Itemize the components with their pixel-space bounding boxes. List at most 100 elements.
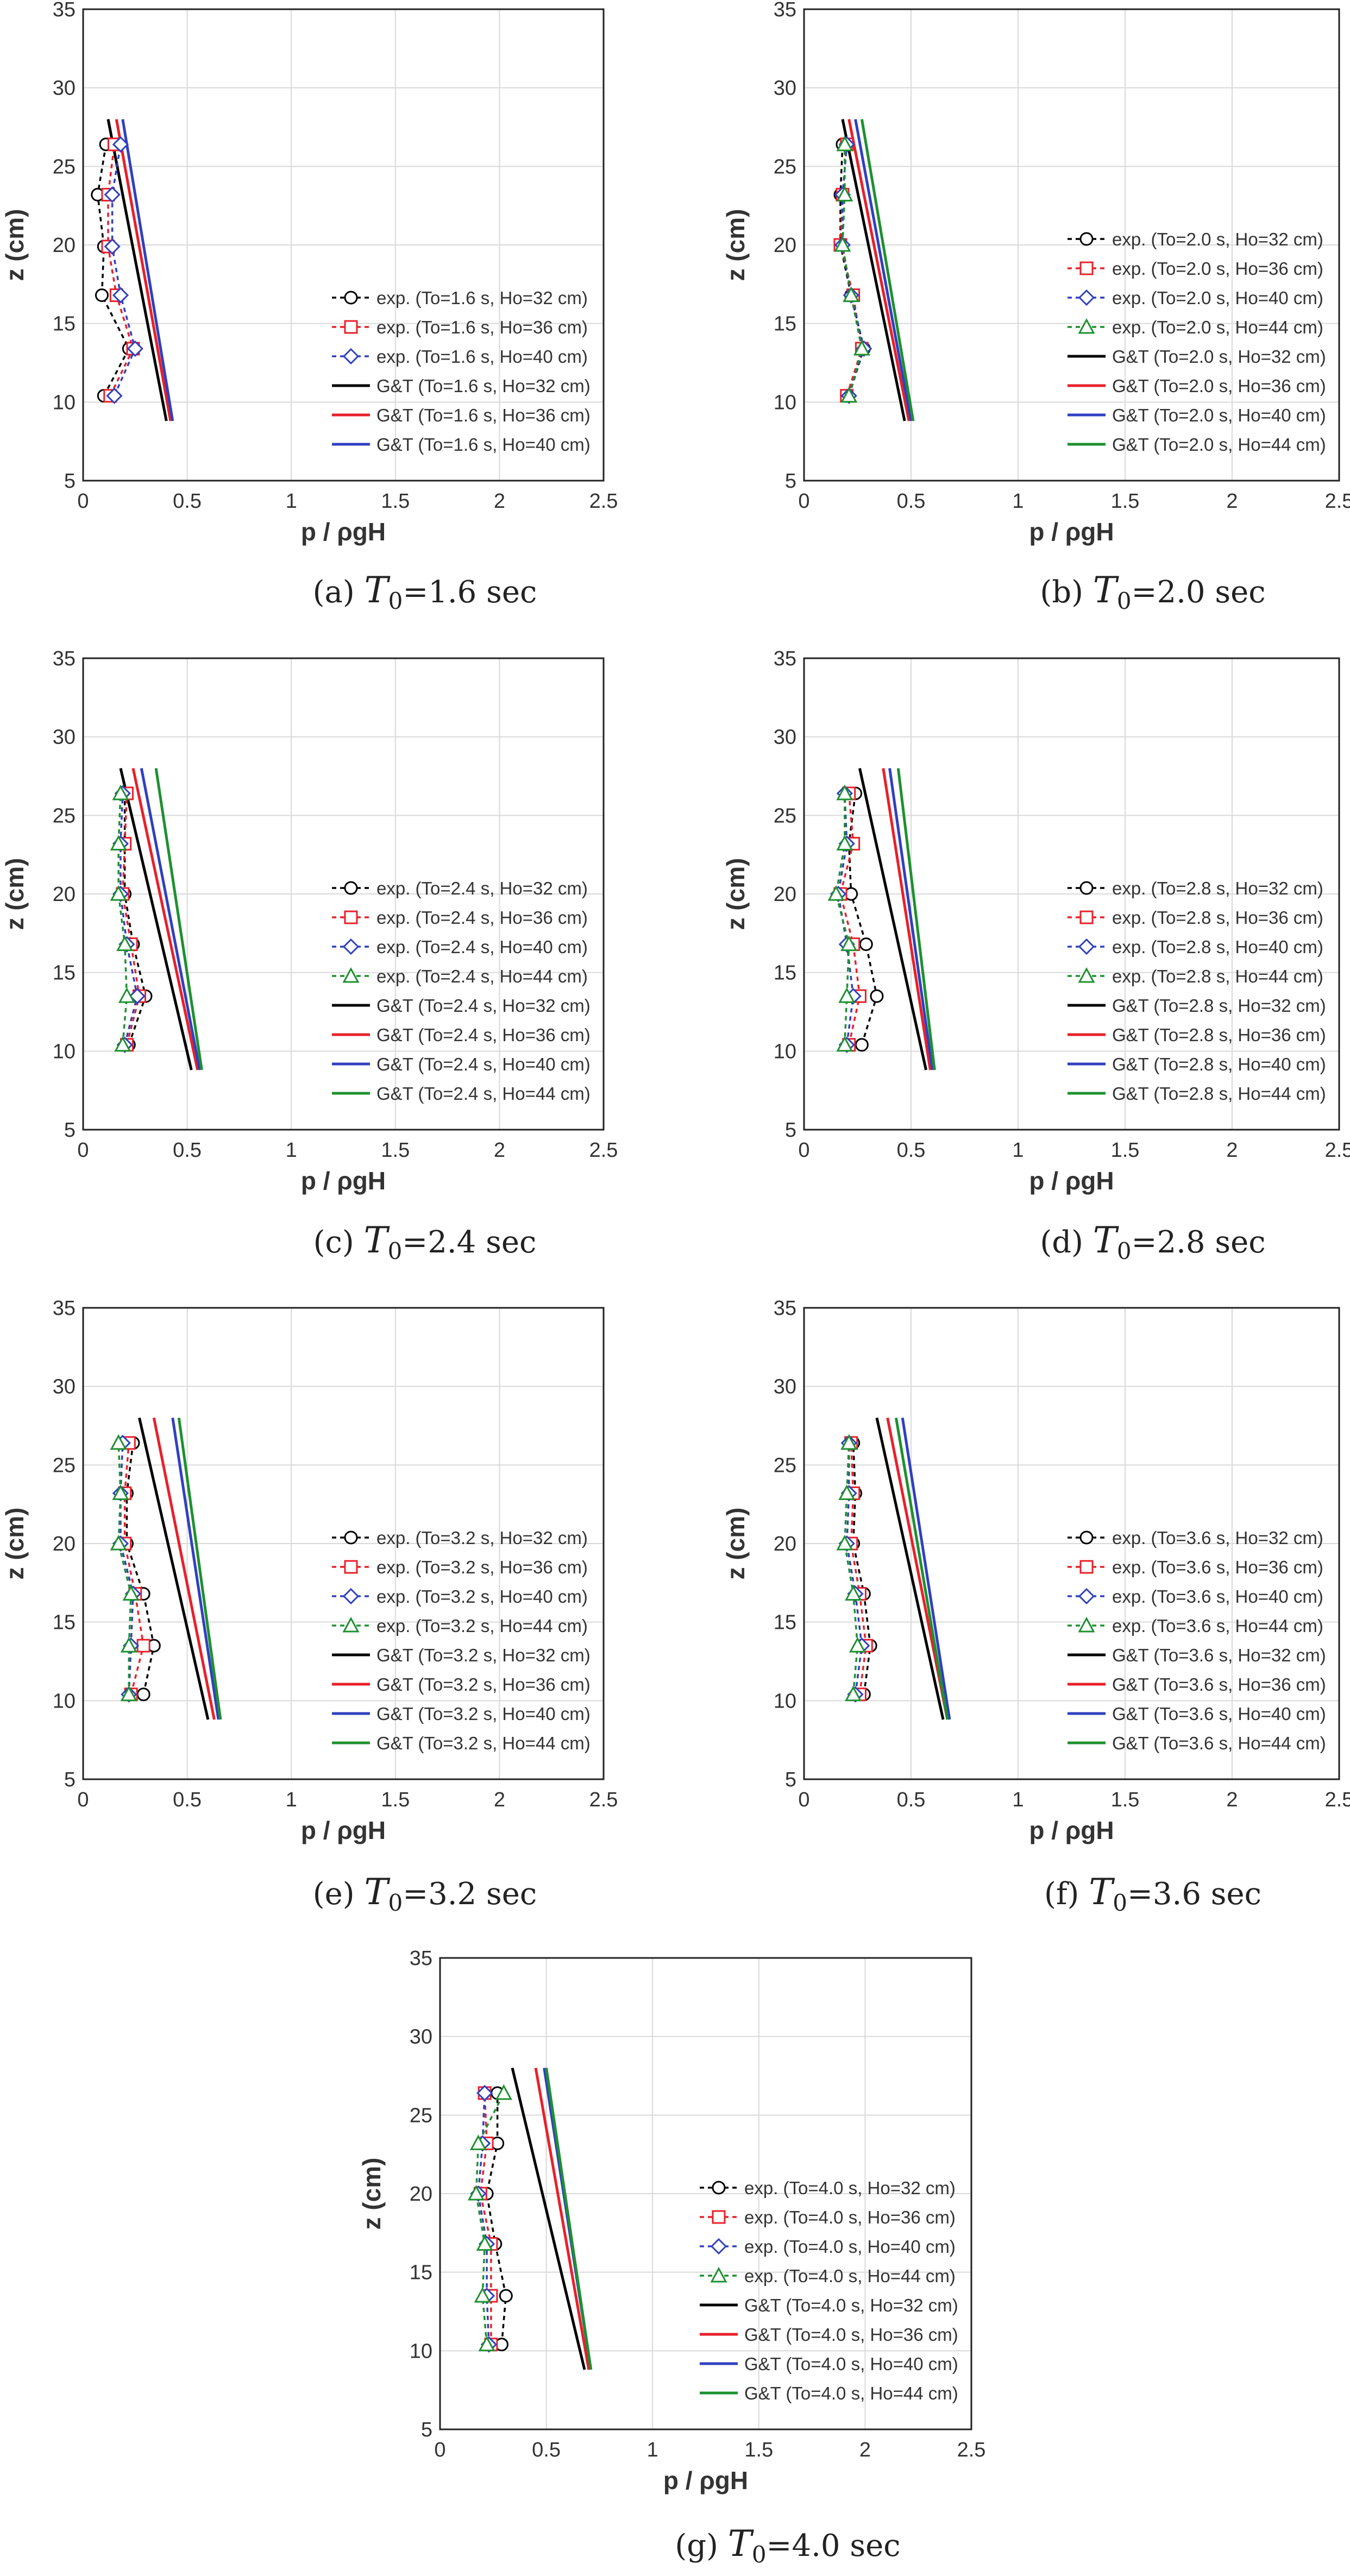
- legend-label: exp. (To=2.0 s, Ho=36 cm): [1112, 259, 1323, 279]
- legend: exp. (To=2.4 s, Ho=32 cm) exp. (To=2.4 s,…: [332, 878, 591, 1104]
- legend-label: G&T (To=3.6 s, Ho=36 cm): [1112, 1674, 1326, 1695]
- y-tick-label: 5: [785, 470, 796, 493]
- caption-subscript: 0: [751, 2541, 767, 2568]
- y-tick-label: 30: [53, 1376, 76, 1399]
- marker-circle: [870, 989, 884, 1003]
- x-tick-label: 2: [1226, 490, 1238, 513]
- gt-line: [534, 2068, 591, 2370]
- caption-a: (a) T0=1.6 sec: [180, 569, 669, 614]
- legend-entry: exp. (To=4.0 s, Ho=36 cm): [700, 2207, 956, 2227]
- x-tick-label: 0: [798, 1139, 809, 1162]
- exp-line: [122, 793, 141, 1045]
- legend-label: G&T (To=3.2 s, Ho=44 cm): [376, 1733, 591, 1753]
- marker-triangle: [827, 885, 845, 901]
- data-series: [177, 1418, 222, 1720]
- legend-label: exp. (To=2.4 s, Ho=36 cm): [376, 908, 588, 928]
- marker-diamond: [342, 1588, 360, 1605]
- marker-triangle: [120, 1636, 137, 1653]
- marker-triangle: [845, 1585, 862, 1601]
- legend-entry: exp. (To=1.6 s, Ho=36 cm): [332, 317, 588, 337]
- data-series: [842, 786, 884, 1052]
- caption-symbol: T: [1092, 569, 1117, 611]
- caption-subscript: 0: [1116, 1238, 1132, 1265]
- x-tick-label: 1.5: [744, 2439, 773, 2461]
- legend-label: G&T (To=3.2 s, Ho=32 cm): [376, 1645, 591, 1665]
- exp-line: [479, 2093, 492, 2345]
- marker-triangle: [1078, 967, 1095, 983]
- legend-label: G&T (To=2.4 s, Ho=40 cm): [376, 1054, 591, 1074]
- marker-triangle: [110, 1434, 127, 1450]
- y-tick-label: 15: [53, 962, 76, 985]
- x-tick-label: 2.5: [589, 490, 618, 513]
- data-series: [115, 119, 172, 421]
- legend-entry: G&T (To=4.0 s, Ho=40 cm): [700, 2354, 958, 2374]
- legend-entry: exp. (To=2.4 s, Ho=40 cm): [332, 937, 588, 957]
- legend-label: exp. (To=2.4 s, Ho=40 cm): [376, 937, 588, 957]
- y-axis-label: z (cm): [721, 1508, 750, 1580]
- marker-square: [344, 320, 358, 334]
- x-tick-label: 0: [798, 1788, 809, 1811]
- x-tick-label: 2.5: [1325, 490, 1350, 513]
- caption-value: =3.6 sec: [1127, 1876, 1262, 1912]
- marker-triangle: [114, 1036, 131, 1052]
- y-tick-label: 5: [64, 470, 76, 493]
- marker-diamond: [476, 2084, 493, 2101]
- y-tick-label: 10: [53, 391, 76, 414]
- legend-label: G&T (To=2.8 s, Ho=40 cm): [1112, 1054, 1326, 1074]
- legend-entry: exp. (To=3.2 s, Ho=40 cm): [332, 1586, 588, 1607]
- caption-symbol: T: [727, 2523, 752, 2565]
- caption-c: (c) T0=2.4 sec: [180, 1219, 669, 1264]
- legend-entry: G&T (To=2.0 s, Ho=36 cm): [1068, 376, 1326, 396]
- gt-line: [140, 768, 202, 1070]
- y-tick-label: 10: [53, 1040, 76, 1063]
- legend-label: exp. (To=2.4 s, Ho=44 cm): [376, 966, 588, 986]
- legend-label: G&T (To=1.6 s, Ho=40 cm): [376, 434, 591, 455]
- marker-square: [1079, 1560, 1094, 1574]
- gt-line: [511, 2067, 586, 2370]
- caption-value: =1.6 sec: [403, 575, 537, 610]
- legend-entry: G&T (To=3.2 s, Ho=32 cm): [332, 1645, 591, 1665]
- marker-triangle: [836, 835, 853, 851]
- chart-panel: 0 0.5 1 1.5 2 2.5 5 10 15 20 25 30 35 p / ρgH z (cm) ex…: [1, 0, 618, 546]
- data-series: [841, 119, 906, 421]
- chart-panel: 0 0.5 1 1.5 2 2.5 5 10 15 20 25 30 35 p / ρgH z (cm) ex…: [721, 1297, 1350, 1844]
- caption-value: =3.2 sec: [403, 1876, 537, 1912]
- x-tick-label: 0.5: [173, 1788, 202, 1811]
- data-series: [847, 119, 911, 421]
- data-series: [896, 768, 936, 1070]
- data-series: [834, 135, 870, 403]
- plot-frame: [82, 8, 605, 482]
- legend-entry: G&T (To=1.6 s, Ho=32 cm): [332, 376, 591, 396]
- y-tick-label: 20: [774, 1533, 796, 1555]
- caption-value: =2.4 sec: [402, 1225, 537, 1260]
- marker-triangle: [836, 186, 853, 201]
- caption-prefix: (a): [312, 575, 355, 610]
- y-tick-label: 30: [774, 77, 796, 100]
- marker-circle: [136, 1687, 150, 1702]
- legend-entry: exp. (To=2.4 s, Ho=32 cm): [332, 878, 588, 898]
- gt-line: [888, 768, 934, 1070]
- caption-subscript: 0: [1113, 1890, 1127, 1917]
- chart-panel: 0 0.5 1 1.5 2 2.5 5 10 15 20 25 30 35 p / ρgH z (cm) ex…: [1, 647, 618, 1195]
- caption-prefix: (d): [1040, 1225, 1083, 1260]
- legend-label: exp. (To=1.6 s, Ho=36 cm): [376, 317, 588, 337]
- legend-entry: exp. (To=2.0 s, Ho=32 cm): [1068, 229, 1323, 249]
- legend-entry: G&T (To=2.0 s, Ho=44 cm): [1068, 434, 1326, 455]
- marker-square: [1079, 261, 1094, 275]
- marker-square: [712, 2210, 726, 2224]
- gt-line: [860, 119, 915, 421]
- legend-entry: G&T (To=2.0 s, Ho=40 cm): [1068, 405, 1326, 425]
- x-tick-label: 2: [494, 1788, 505, 1811]
- marker-triangle: [836, 135, 853, 152]
- exp-line: [839, 793, 861, 1045]
- exp-line: [852, 1443, 871, 1695]
- gt-line: [154, 768, 203, 1070]
- y-tick-label: 10: [774, 391, 796, 414]
- marker-triangle: [118, 987, 135, 1003]
- y-tick-label: 20: [53, 883, 76, 906]
- x-tick-label: 1.5: [381, 1788, 410, 1811]
- y-tick-label: 15: [774, 313, 796, 336]
- y-tick-label: 20: [774, 234, 796, 257]
- marker-triangle: [122, 1585, 140, 1601]
